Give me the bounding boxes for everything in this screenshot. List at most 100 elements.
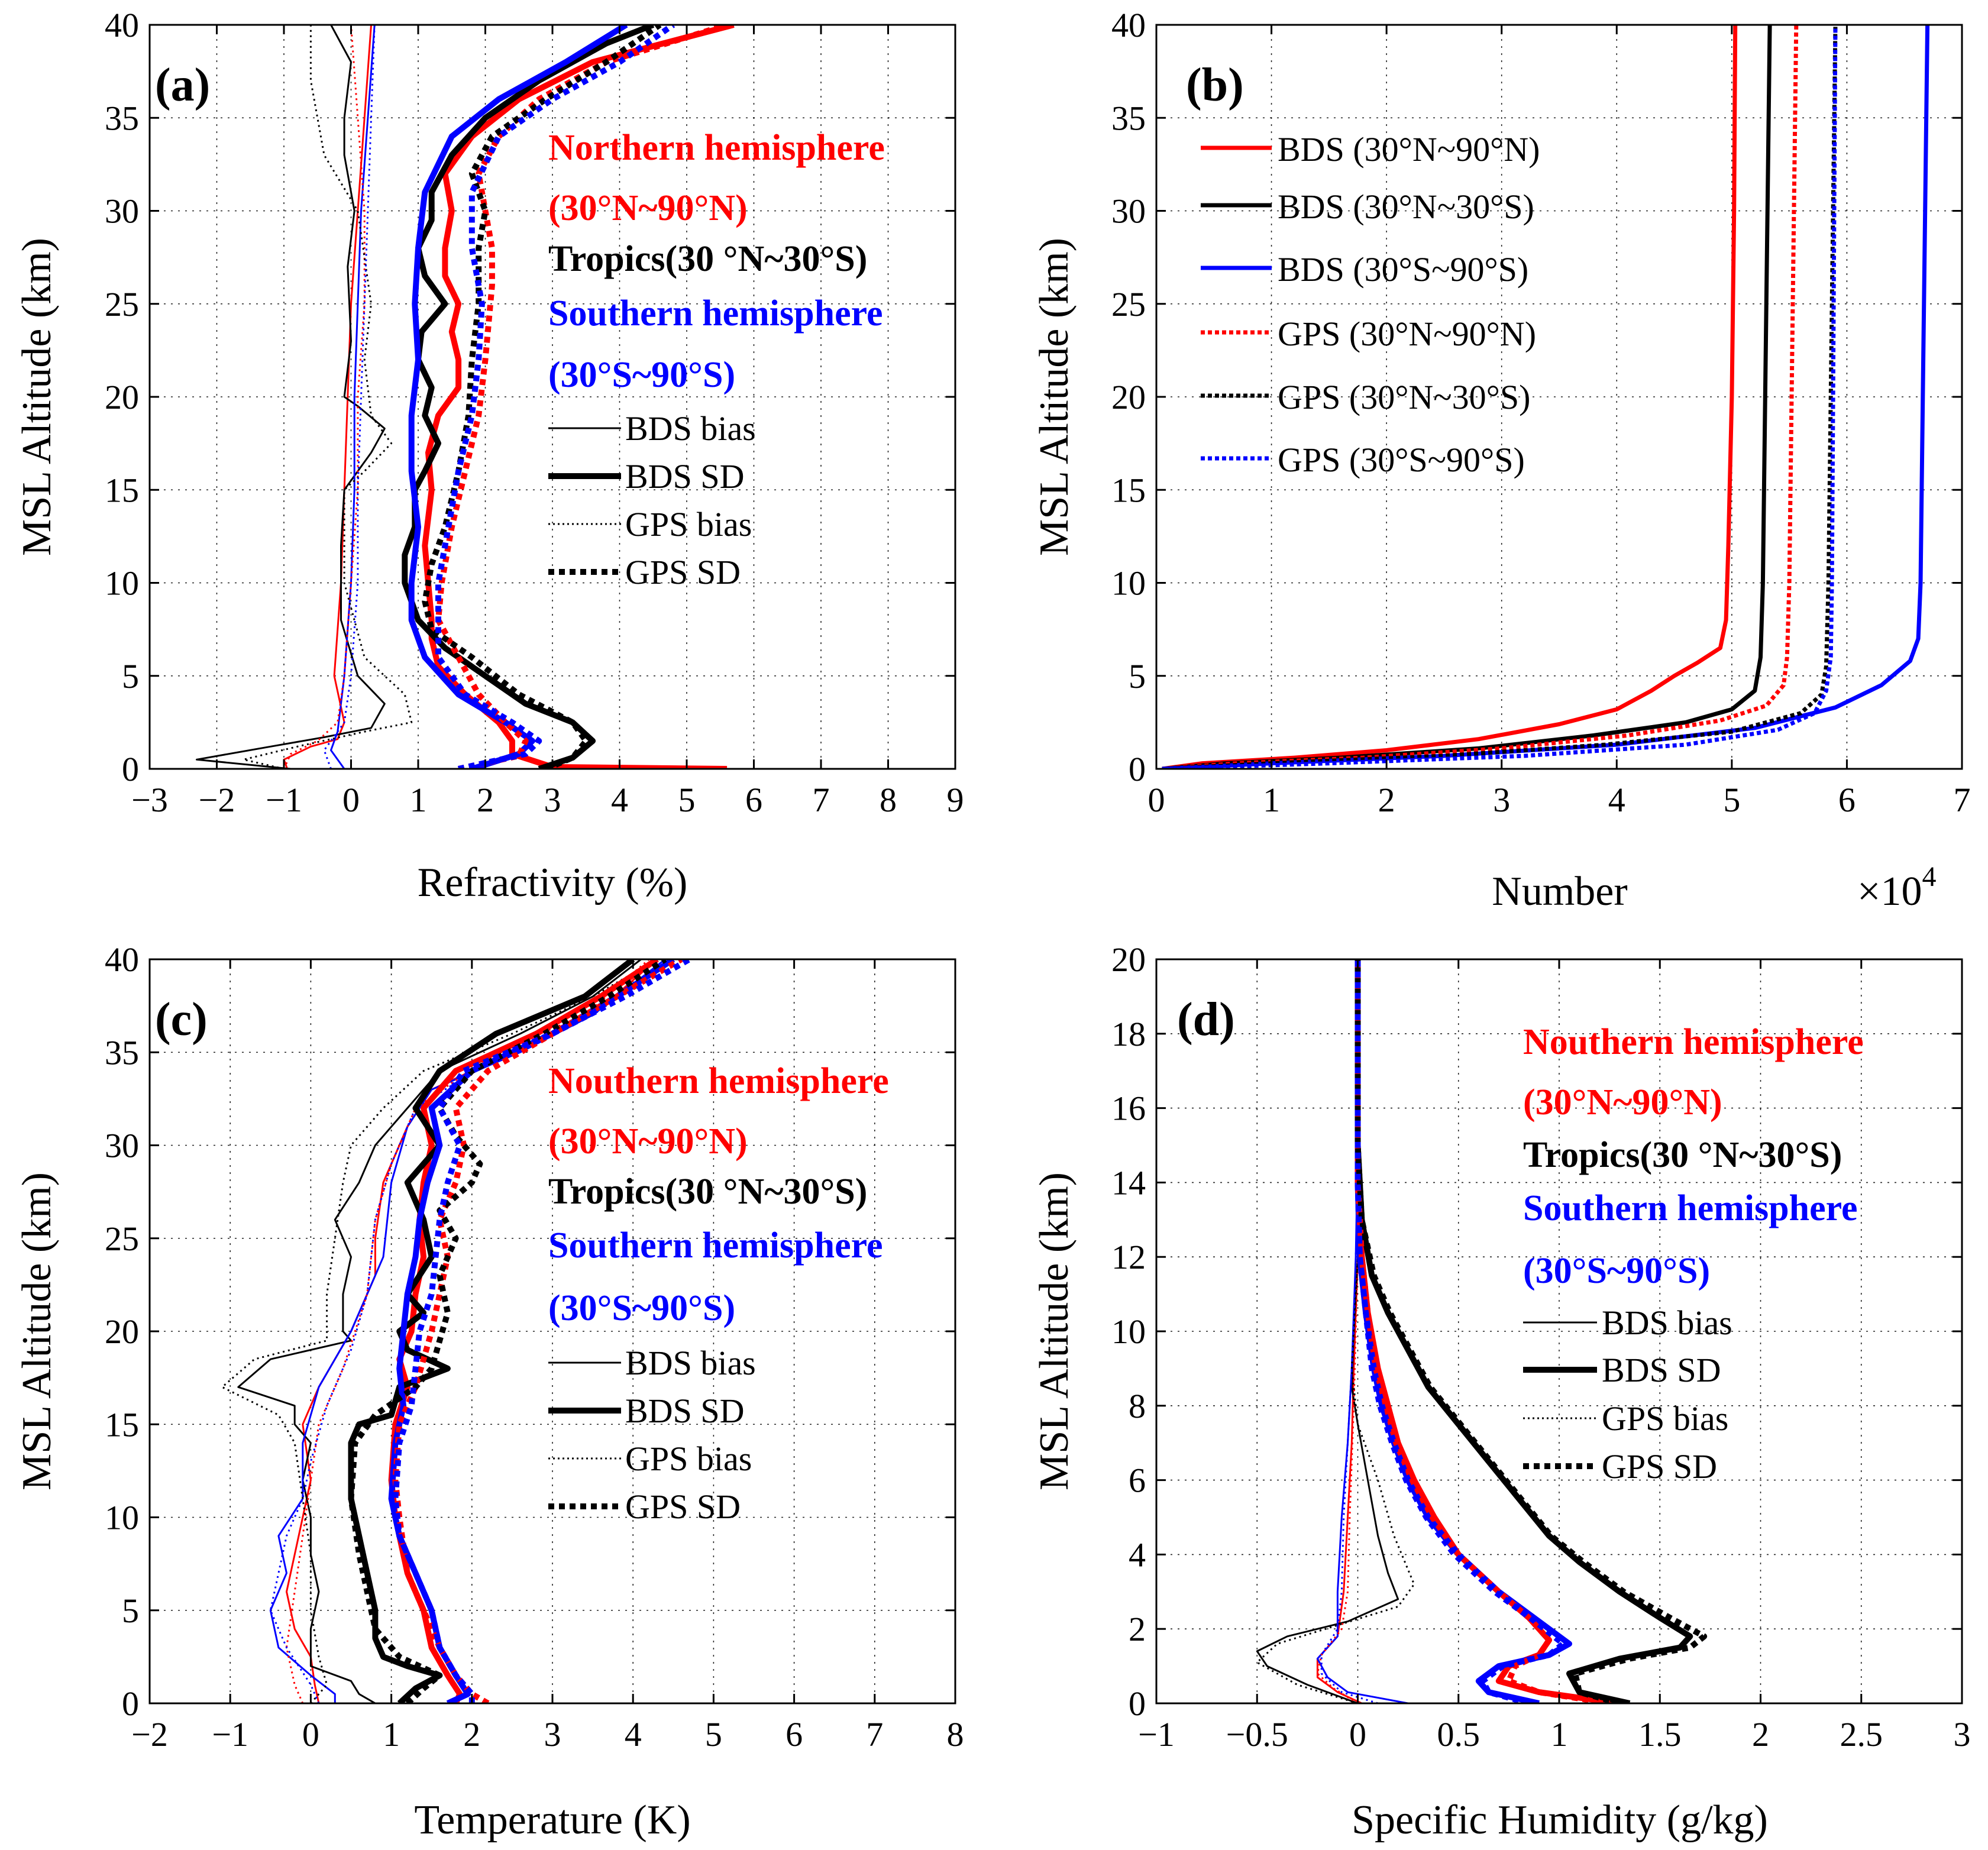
y-tick-label: 40: [105, 6, 139, 44]
x-tick-label: 0.5: [1437, 1715, 1481, 1754]
y-tick-label: 20: [1111, 940, 1146, 979]
x-tick-label: 0: [1349, 1715, 1366, 1754]
x-tick-label: 1.5: [1638, 1715, 1682, 1754]
panel-d-annotation-south: Southern hemisphere: [1523, 1188, 1858, 1228]
y-tick-label: 35: [105, 1033, 139, 1072]
panel-b-legend: BDS (30°N~90°N) BDS (30°N~30°S) BDS (30°…: [1201, 130, 1540, 479]
x-tick-label: 5: [1723, 781, 1740, 819]
panel-c-xlabel: Temperature (K): [414, 1797, 690, 1843]
panel-c-series: [221, 959, 691, 1703]
panel-a-ticks: −3 −2 −1 0 1 2 3 4 5 6 7 8 9 0 5 10 15 20 25 30 35 40: [105, 6, 964, 819]
x-tick-label: −2: [131, 1715, 168, 1754]
y-tick-label: 0: [122, 750, 139, 788]
legend-label-bds-south: BDS (30°S~90°S): [1278, 250, 1528, 289]
legend-label-bds-bias: BDS bias: [1602, 1304, 1732, 1342]
panel-d-series-line-12: [1355, 959, 1566, 1703]
y-tick-label: 30: [105, 192, 139, 231]
panel-c-annotations: Nouthern hemisphere (30°N~90°N) Tropics(…: [548, 1061, 889, 1328]
panel-d-xlabel: Specific Humidity (g/kg): [1352, 1797, 1768, 1843]
y-tick-label: 25: [105, 285, 139, 324]
x-tick-label: 8: [947, 1715, 964, 1754]
panel-d-series-line-5: [1256, 959, 1415, 1703]
panel-c-series-line-12: [392, 959, 691, 1703]
panel-a-annotation-south: Southern hemisphere: [548, 293, 883, 334]
legend-label-bds-sd: BDS SD: [625, 1392, 744, 1430]
legend-label-bds-north: BDS (30°N~90°N): [1278, 130, 1540, 169]
panel-d-annotation-south-range: (30°S~90°S): [1523, 1251, 1710, 1291]
y-tick-label: 35: [105, 99, 139, 137]
y-tick-label: 20: [1111, 378, 1146, 416]
panel-a-label: (a): [155, 59, 210, 111]
panel-c-ticks: −2 −1 0 1 2 3 4 5 6 7 8 0 5 10 15 20 25 30 35 40: [105, 940, 964, 1754]
panel-c-series-line-9: [388, 959, 675, 1703]
legend-label-bds-bias: BDS bias: [625, 1344, 756, 1382]
legend-label-bds-tropics: BDS (30°N~30°S): [1278, 187, 1534, 226]
panel-d-annotation-north: Nouthern hemisphere: [1523, 1022, 1864, 1062]
panel-a-series-line-12: [435, 25, 675, 769]
x-tick-label: 2: [463, 1715, 480, 1754]
panel-a-series-line-8: [402, 25, 655, 769]
x-tick-label: 1: [383, 1715, 400, 1754]
panel-b-xmultiplier: ×104: [1857, 861, 1936, 914]
panel-d-annotations: Nouthern hemisphere (30°N~90°N) Tropics(…: [1523, 1022, 1864, 1291]
x-tick-label: 7: [866, 1715, 883, 1754]
legend-label-bds-sd: BDS SD: [625, 457, 744, 496]
panel-b-ylabel: MSL Altitude (km): [1032, 238, 1077, 556]
x-tick-label: 1: [1551, 1715, 1568, 1754]
x-tick-label: 6: [1838, 781, 1856, 819]
panel-b-ticks: 0 1 2 3 4 5 6 7 0 5 10 15 20 25 30 35 40: [1111, 6, 1971, 819]
y-tick-label: 5: [122, 657, 139, 696]
y-tick-label: 0: [122, 1684, 139, 1723]
y-tick-label: 5: [122, 1592, 139, 1630]
legend-label-gps-south: GPS (30°S~90°S): [1278, 441, 1525, 479]
y-tick-label: 40: [105, 940, 139, 979]
y-tick-label: 25: [1111, 285, 1146, 324]
y-tick-label: 30: [105, 1127, 139, 1165]
panel-b-xlabel: Number: [1492, 869, 1627, 914]
x-tick-label: −1: [1138, 1715, 1175, 1754]
panel-a-series-line-6: [323, 25, 376, 769]
panel-c-annotation-north-range: (30°N~90°N): [548, 1121, 748, 1162]
x-tick-label: 4: [625, 1715, 642, 1754]
panel-c-annotation-north: Nouthern hemisphere: [548, 1061, 889, 1101]
panel-a-series-line-9: [408, 25, 628, 769]
panel-d-label: (d): [1177, 994, 1235, 1046]
panel-a-series-line-5: [243, 25, 413, 769]
panel-a-legend: BDS bias BDS SD GPS bias GPS SD: [548, 409, 756, 591]
x-tick-label: 2: [1752, 1715, 1769, 1754]
panel-d-grid: [1156, 959, 1962, 1703]
legend-label-gps-north: GPS (30°N~90°N): [1278, 315, 1536, 353]
panel-b-series-line-3: [1162, 25, 1930, 769]
panel-a-series: [196, 25, 735, 769]
x-tick-label: 2: [477, 781, 494, 819]
x-tick-label: 9: [947, 781, 964, 819]
panel-c-series-line-2: [237, 959, 642, 1703]
panel-b-series-line-6: [1162, 25, 1838, 769]
y-tick-label: 4: [1129, 1535, 1146, 1574]
panel-c-annotation-tropics: Tropics(30 °N~30°S): [548, 1172, 867, 1212]
x-tick-label: 3: [1493, 781, 1510, 819]
x-tick-label: −0.5: [1226, 1715, 1288, 1754]
legend-label-gps-sd: GPS SD: [1602, 1447, 1717, 1486]
x-tick-label: 4: [611, 781, 628, 819]
y-tick-label: 10: [1111, 564, 1146, 603]
panel-d-series: [1256, 959, 1708, 1703]
x-tick-label: 1: [1263, 781, 1280, 819]
x-tick-label: −1: [266, 781, 302, 819]
legend-label-gps-sd: GPS SD: [625, 553, 741, 591]
legend-label-gps-tropics: GPS (30°N~30°S): [1278, 378, 1530, 416]
y-tick-label: 15: [105, 1405, 139, 1444]
x-tick-label: 7: [1954, 781, 1971, 819]
y-tick-label: 20: [105, 378, 139, 416]
panel-a: −3 −2 −1 0 1 2 3 4 5 6 7 8 9 0 5 10 15 20 25 30 35 40 (a) Ref…: [14, 6, 964, 905]
panel-c-series-line-10: [392, 959, 683, 1703]
panel-b-series: [1162, 25, 1930, 769]
panel-a-annotation-tropics: Tropics(30 °N~30°S): [548, 239, 867, 279]
legend-label-gps-bias: GPS bias: [625, 505, 752, 544]
panel-d-ylabel: MSL Altitude (km): [1032, 1172, 1077, 1490]
panel-b-xmultiplier-base: ×10: [1857, 869, 1922, 914]
x-tick-label: −2: [199, 781, 235, 819]
x-tick-label: 2.5: [1840, 1715, 1883, 1754]
x-tick-label: 8: [880, 781, 897, 819]
x-tick-label: 1: [410, 781, 427, 819]
